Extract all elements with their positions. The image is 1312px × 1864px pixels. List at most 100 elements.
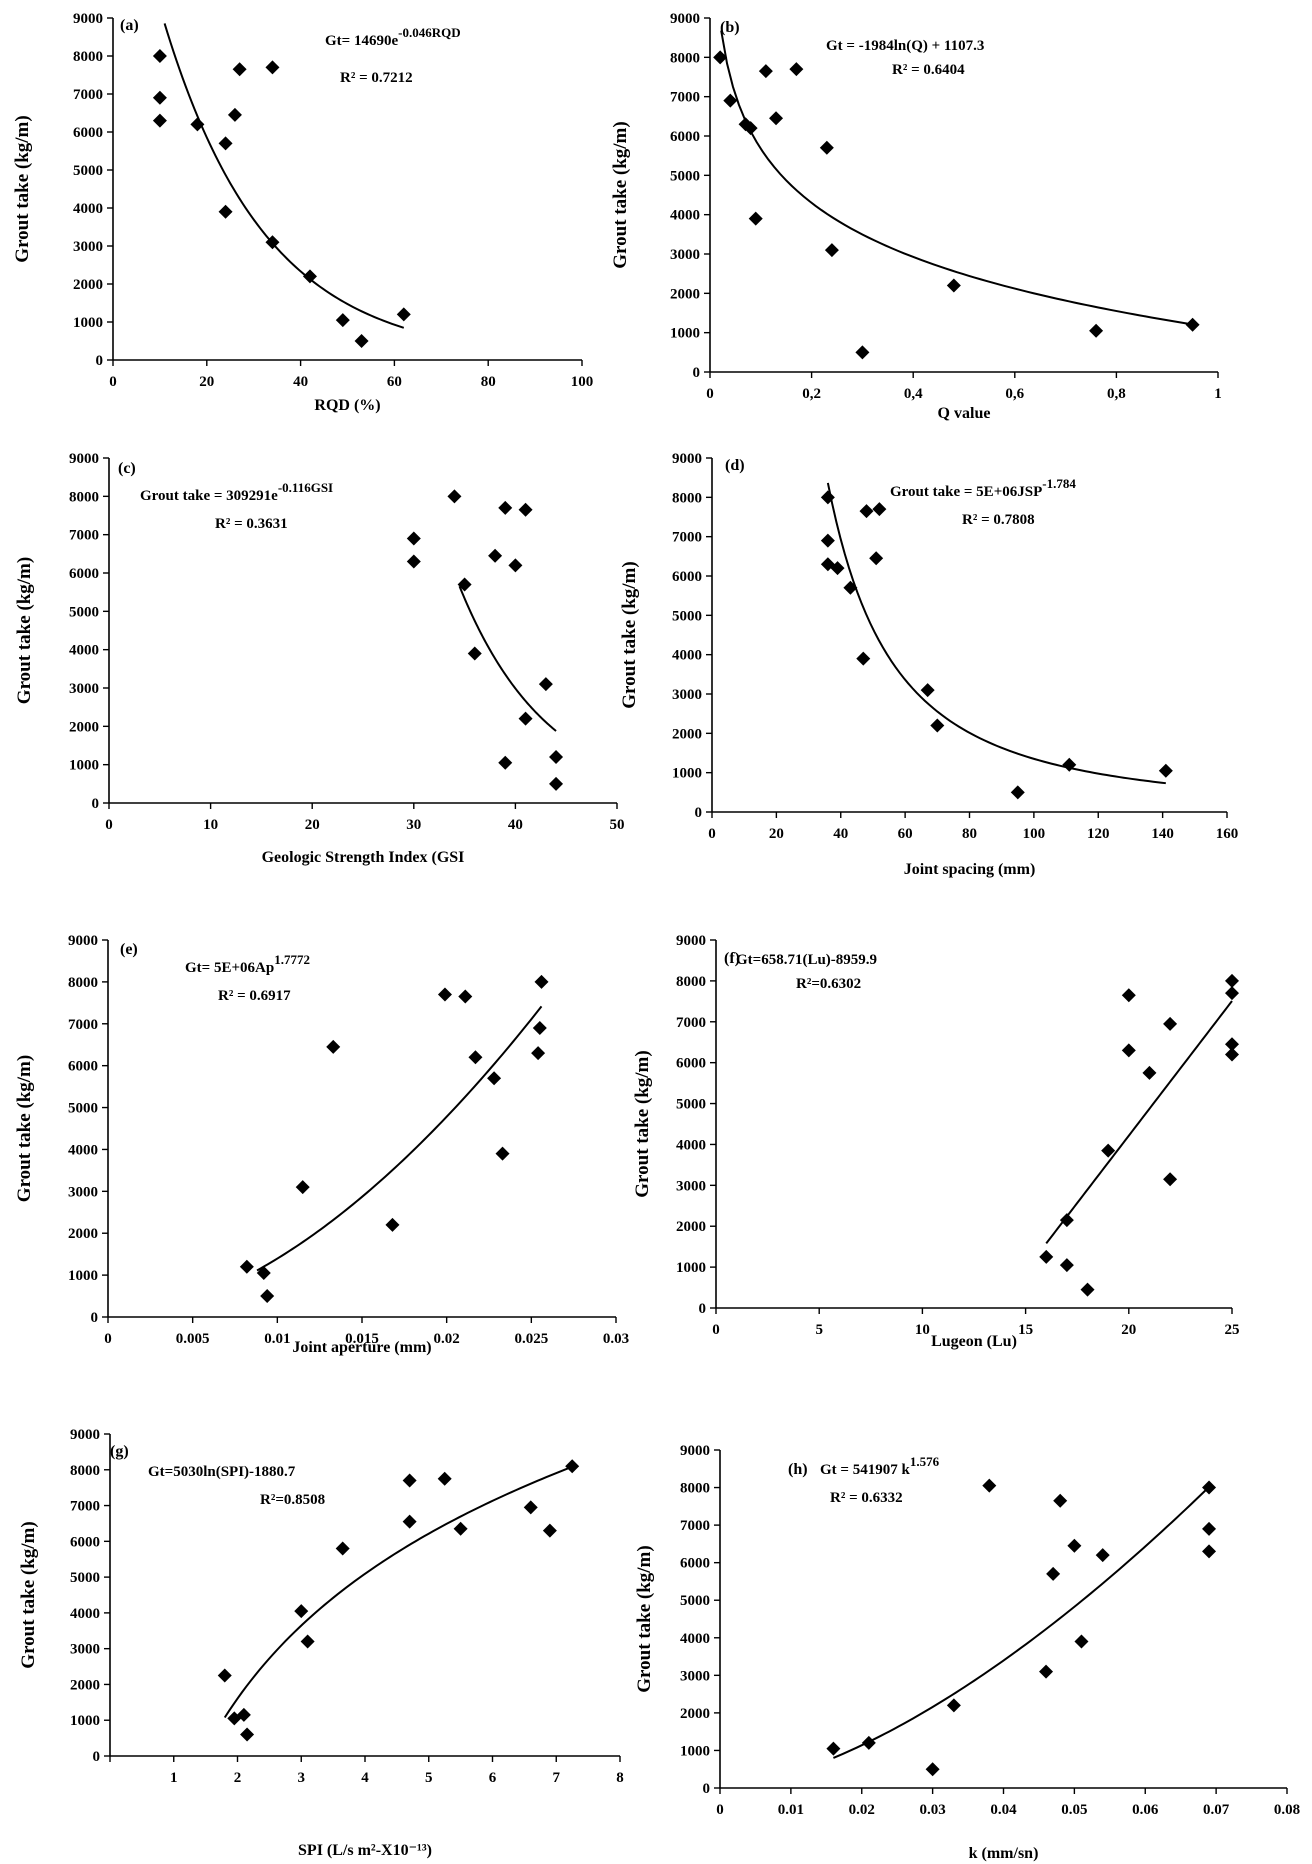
x-tick-label: 8 [616, 1770, 624, 1786]
y-tick-label: 0 [92, 796, 100, 812]
data-point [218, 136, 233, 151]
y-tick-label: 7000 [670, 90, 700, 106]
x-axis-title: Q value [938, 405, 991, 422]
data-point [402, 1514, 417, 1529]
trendline [720, 30, 1193, 326]
data-point [295, 1180, 310, 1195]
chart-panel-e: 0 1000 2000 3000 4000 5000 6000 7000 8000 9000 0 0.… [14, 933, 629, 1356]
y-tick-label: 3000 [68, 1184, 98, 1200]
data-point [152, 49, 167, 63]
y-tick-label: 0 [703, 1781, 711, 1797]
y-tick-label: 8000 [676, 974, 706, 990]
x-tick-label: 3 [298, 1770, 306, 1786]
data-point [1202, 1521, 1217, 1536]
y-tick-label: 5000 [670, 168, 700, 184]
data-point [335, 313, 350, 328]
y-tick-label: 4000 [670, 208, 700, 224]
x-tick-label: 0 [712, 1322, 720, 1338]
data-point [723, 93, 738, 108]
r-squared-label: R² = 0.7808 [962, 512, 1035, 528]
y-tick-label: 2000 [69, 719, 99, 735]
data-point [152, 90, 167, 105]
data-point [498, 500, 513, 515]
data-point [523, 1500, 538, 1515]
data-point [1039, 1249, 1054, 1264]
data-point [240, 1727, 255, 1742]
y-tick-label: 7000 [672, 530, 702, 546]
y-tick-label: 9000 [670, 11, 700, 27]
r-squared-label: R² = 0.6332 [830, 1490, 903, 1506]
y-tick-label: 2000 [676, 1219, 706, 1235]
data-point [872, 502, 887, 517]
y-tick-label: 8000 [73, 49, 103, 65]
y-axis-title: Grout take (kg/m) [610, 121, 631, 268]
data-point [260, 1289, 275, 1304]
data-point [826, 1741, 841, 1756]
y-tick-label: 0 [96, 353, 104, 369]
x-tick-label: 30 [406, 817, 421, 833]
data-point [1046, 1566, 1061, 1581]
r-squared-label: R² = 0.6404 [892, 62, 965, 78]
data-point [920, 683, 935, 698]
y-tick-label: 6000 [69, 566, 99, 582]
panel-label: (a) [120, 17, 139, 34]
y-tick-label: 4000 [676, 1137, 706, 1153]
x-axis-title: Joint spacing (mm) [904, 861, 1036, 878]
data-point [946, 278, 961, 293]
data-point [743, 121, 758, 136]
data-point [294, 1604, 309, 1619]
y-axis-title: Grout take (kg/m) [14, 1055, 35, 1202]
x-tick-label: 0.08 [1274, 1802, 1300, 1818]
y-axis-title: Grout take (kg/m) [619, 561, 640, 708]
data-point [1059, 1258, 1074, 1273]
y-tick-label: 6000 [73, 125, 103, 141]
y-tick-label: 5000 [68, 1101, 98, 1117]
data-point [820, 490, 835, 505]
data-point [453, 1521, 468, 1536]
data-point [1062, 757, 1077, 772]
y-tick-label: 7000 [680, 1518, 710, 1534]
trendline [1045, 1000, 1233, 1245]
fit-equation: Gt = -1984ln(Q) + 1107.3 [826, 38, 984, 54]
data-point [982, 1478, 997, 1493]
y-tick-label: 9000 [68, 933, 98, 949]
data-point [265, 60, 280, 75]
data-point [1089, 323, 1104, 338]
panel-label: (d) [725, 457, 745, 474]
x-tick-label: 1 [1214, 386, 1222, 402]
y-tick-label: 6000 [670, 129, 700, 145]
x-tick-label: 0 [706, 386, 714, 402]
data-point [1039, 1664, 1054, 1679]
r-squared-label: R² = 0.3631 [215, 516, 288, 532]
trendline [826, 482, 1166, 785]
x-tick-label: 120 [1087, 826, 1110, 842]
data-point [946, 1698, 961, 1713]
data-point [549, 776, 564, 791]
x-tick-label: 20 [1121, 1322, 1136, 1338]
y-tick-label: 0 [695, 805, 703, 821]
x-tick-label: 100 [1023, 826, 1046, 842]
data-point [354, 334, 369, 348]
x-tick-label: 5 [815, 1322, 823, 1338]
y-tick-label: 5000 [672, 608, 702, 624]
x-tick-label: 25 [1225, 1322, 1240, 1338]
y-tick-label: 8000 [670, 50, 700, 66]
chart-panel-a: 0 1000 2000 3000 4000 5000 6000 7000 8000 9000 0 20… [12, 11, 593, 414]
x-tick-label: 0,4 [904, 386, 923, 402]
x-tick-label: 0.04 [990, 1802, 1017, 1818]
data-point [549, 750, 564, 764]
chart-panel-g: 0 1000 2000 3000 4000 5000 6000 7000 8000 9000 1 2 3… [18, 1427, 624, 1859]
y-tick-label: 3000 [70, 1642, 100, 1658]
y-tick-label: 0 [91, 1310, 99, 1326]
y-tick-label: 9000 [672, 451, 702, 467]
y-tick-label: 7000 [68, 1017, 98, 1033]
y-tick-label: 4000 [69, 643, 99, 659]
x-tick-label: 0.02 [849, 1802, 875, 1818]
data-point [1163, 1016, 1178, 1031]
data-point [532, 1020, 547, 1035]
x-tick-label: 0,6 [1005, 386, 1024, 402]
data-point [487, 1071, 502, 1086]
x-tick-label: 80 [962, 826, 977, 842]
x-tick-label: 60 [898, 826, 913, 842]
